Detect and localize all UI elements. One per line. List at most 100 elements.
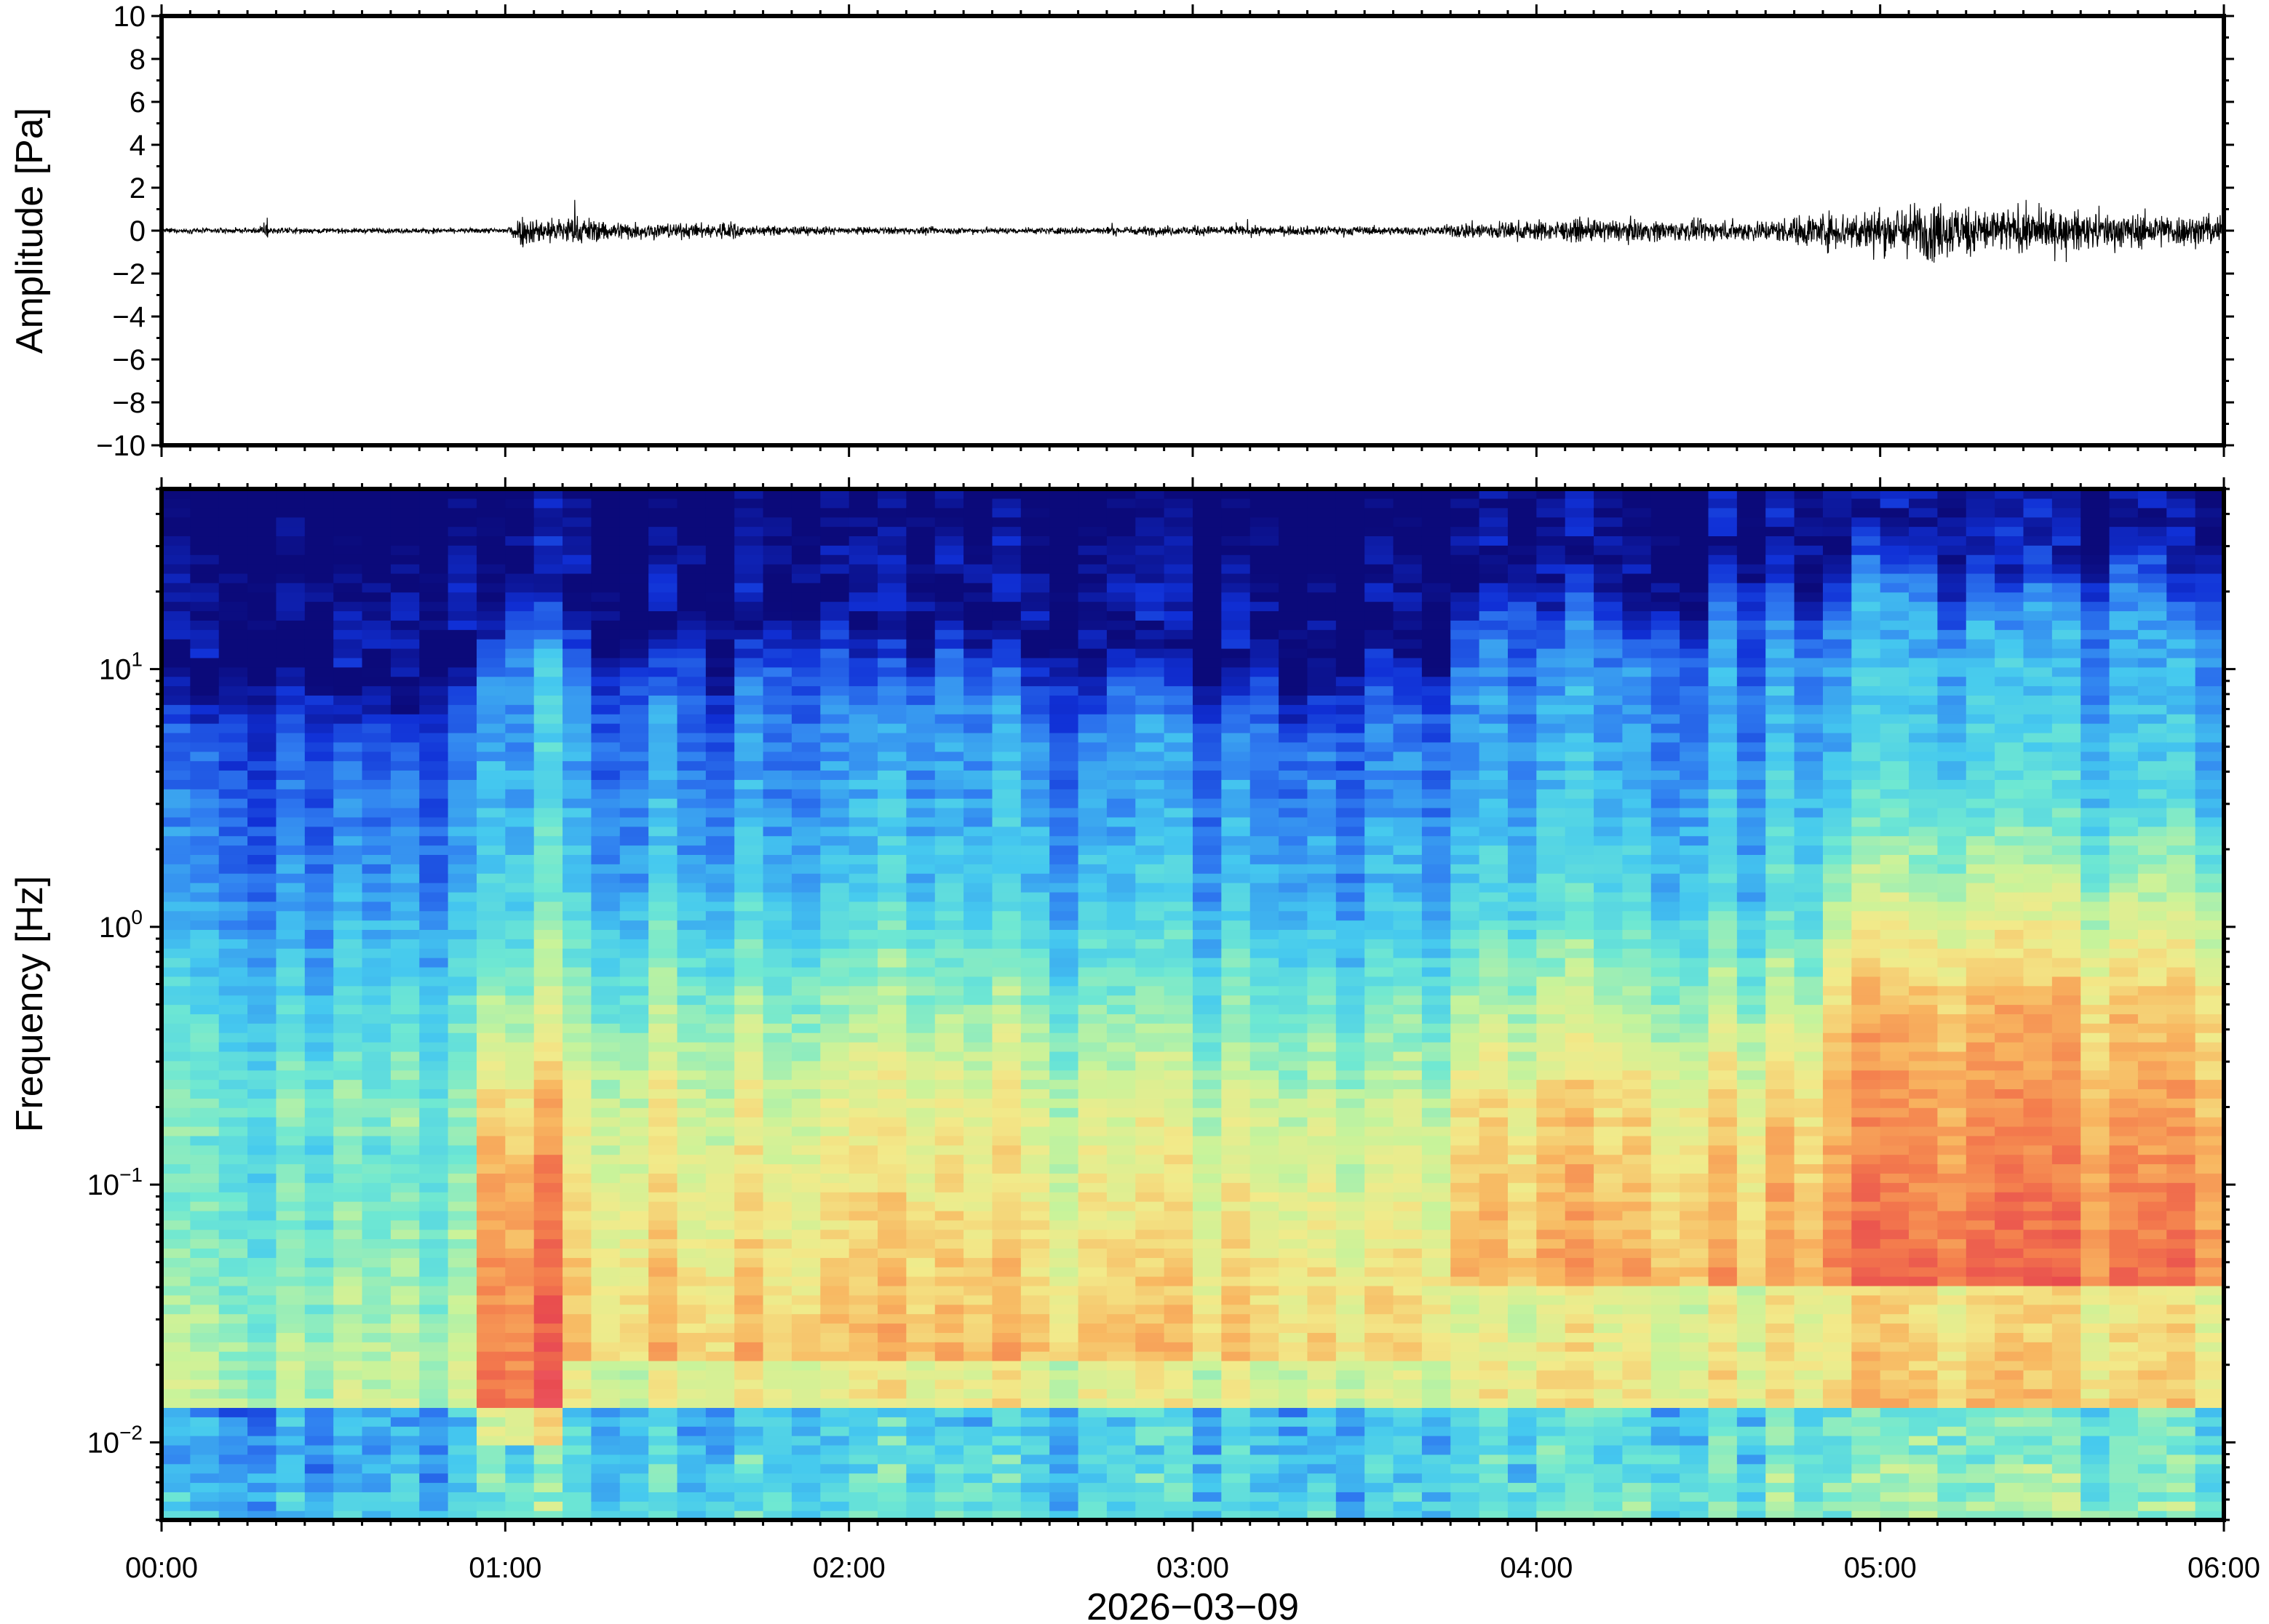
spectrogram-cell <box>563 835 592 846</box>
spectrogram-cell <box>1393 1473 1423 1484</box>
spectrogram-cell <box>419 1051 449 1062</box>
spectrogram-cell <box>763 1032 792 1043</box>
spectrogram-cell <box>247 1267 277 1277</box>
spectrogram-cell <box>734 1135 764 1146</box>
spectrogram-cell <box>1078 798 1108 808</box>
spectrogram-cell <box>1221 1014 1251 1024</box>
spectrogram-cell <box>648 891 678 902</box>
spectrogram-cell <box>1393 1201 1423 1211</box>
spectrogram-cell <box>162 929 191 939</box>
spectrogram-cell <box>563 592 592 602</box>
spectrogram-cell <box>162 498 191 509</box>
spectrogram-cell <box>533 1182 563 1193</box>
spectrogram-cell <box>648 1398 678 1409</box>
spectrogram-cell <box>1164 1304 1193 1315</box>
spectrogram-cell <box>1335 873 1365 883</box>
spectrogram-cell <box>791 910 821 921</box>
spectrogram-cell <box>362 1051 392 1062</box>
spectrogram-cell <box>304 545 334 555</box>
spectrogram-cell <box>878 976 907 987</box>
spectrogram-cell <box>533 507 563 518</box>
spectrogram-cell <box>247 1407 277 1417</box>
spectrogram-cell <box>1307 573 1337 584</box>
spectrogram-cell <box>505 507 535 518</box>
spectrogram-cell <box>906 826 936 837</box>
spectrogram-cell <box>677 666 707 677</box>
spectrogram-cell <box>476 1042 506 1052</box>
spectrogram-cell <box>1078 610 1108 621</box>
waveform-y-tick-label: 6 <box>130 87 146 119</box>
spectrogram-cell <box>791 507 821 518</box>
spectrogram-cell <box>1106 526 1136 537</box>
spectrogram-cell <box>1279 1388 1308 1399</box>
spectrogram-cell <box>619 816 649 827</box>
spectrogram-cell <box>992 751 1022 762</box>
spectrogram-cell <box>705 901 735 912</box>
spectrogram-cell <box>820 1070 850 1080</box>
waveform-y-tick-label: −2 <box>112 258 146 290</box>
spectrogram-cell <box>505 1238 535 1249</box>
spectrogram-cell <box>533 883 563 893</box>
spectrogram-cell <box>963 1313 993 1324</box>
spectrogram-cell <box>162 1407 191 1417</box>
spectrogram-cell <box>648 770 678 780</box>
spectrogram-cell <box>1335 639 1365 649</box>
spectrogram-cell <box>1307 1361 1337 1371</box>
spectrogram-cell <box>1364 864 1394 874</box>
spectrogram-cell <box>906 1501 936 1511</box>
spectrogram-cell <box>1279 1060 1308 1071</box>
spectrogram-cell <box>276 1417 306 1427</box>
spectrogram-cell <box>791 695 821 705</box>
spectrogram-cell <box>1249 966 1279 977</box>
spectrogram-cell <box>705 1304 735 1315</box>
spectrogram-cell <box>476 1332 506 1342</box>
spectrogram-cell <box>1393 1004 1423 1014</box>
spectrogram-cell <box>304 1332 334 1342</box>
spectrogram-cell <box>505 573 535 584</box>
spectrogram-cell <box>1049 807 1079 818</box>
spectrogram-cell <box>304 526 334 537</box>
spectrogram-cell <box>218 1201 248 1211</box>
spectrogram-cell <box>791 1210 821 1221</box>
spectrogram-cell <box>276 1079 306 1090</box>
spectrogram-cell <box>648 1163 678 1174</box>
spectrogram-cell <box>878 676 907 687</box>
spectrogram-cell <box>190 1398 220 1409</box>
spectrogram-cell <box>247 845 277 855</box>
spectrogram-cell <box>591 554 621 565</box>
spectrogram-cell <box>963 507 993 518</box>
spectrogram-cell <box>763 1294 792 1305</box>
spectrogram-cell <box>1364 723 1394 733</box>
spectrogram-cell <box>419 648 449 658</box>
spectrogram-cell <box>619 545 649 555</box>
spectrogram-cell <box>705 1238 735 1249</box>
spectrogram-cell <box>448 883 477 893</box>
spectrogram-cell <box>505 714 535 724</box>
spectrogram-cell <box>1364 760 1394 771</box>
spectrogram-cell <box>1335 1361 1365 1371</box>
spectrogram-cell <box>763 883 792 893</box>
spectrogram-cell <box>162 1369 191 1380</box>
spectrogram-cell <box>1249 1126 1279 1137</box>
spectrogram-cell <box>162 1126 191 1137</box>
spectrogram-cell <box>190 1285 220 1296</box>
spectrogram-cell <box>734 1060 764 1071</box>
spectrogram-cell <box>1307 582 1337 593</box>
spectrogram-cell <box>276 666 306 677</box>
spectrogram-cell <box>419 864 449 874</box>
spectrogram-cell <box>619 854 649 864</box>
spectrogram-cell <box>563 1294 592 1305</box>
spectrogram-cell <box>763 507 792 518</box>
spectrogram-cell <box>1135 920 1165 931</box>
spectrogram-cell <box>190 564 220 574</box>
spectrogram-cell <box>333 798 363 808</box>
spectrogram-cell <box>1393 1276 1423 1286</box>
spectrogram-cell <box>705 1051 735 1062</box>
spectrogram-cell <box>820 1192 850 1202</box>
spectrogram-cell <box>849 1070 878 1080</box>
spectrogram-cell <box>1020 798 1050 808</box>
spectrogram-cell <box>533 1304 563 1315</box>
spectrogram-cell <box>963 1229 993 1240</box>
spectrogram-cell <box>1193 1004 1222 1014</box>
spectrogram-cell <box>563 948 592 958</box>
